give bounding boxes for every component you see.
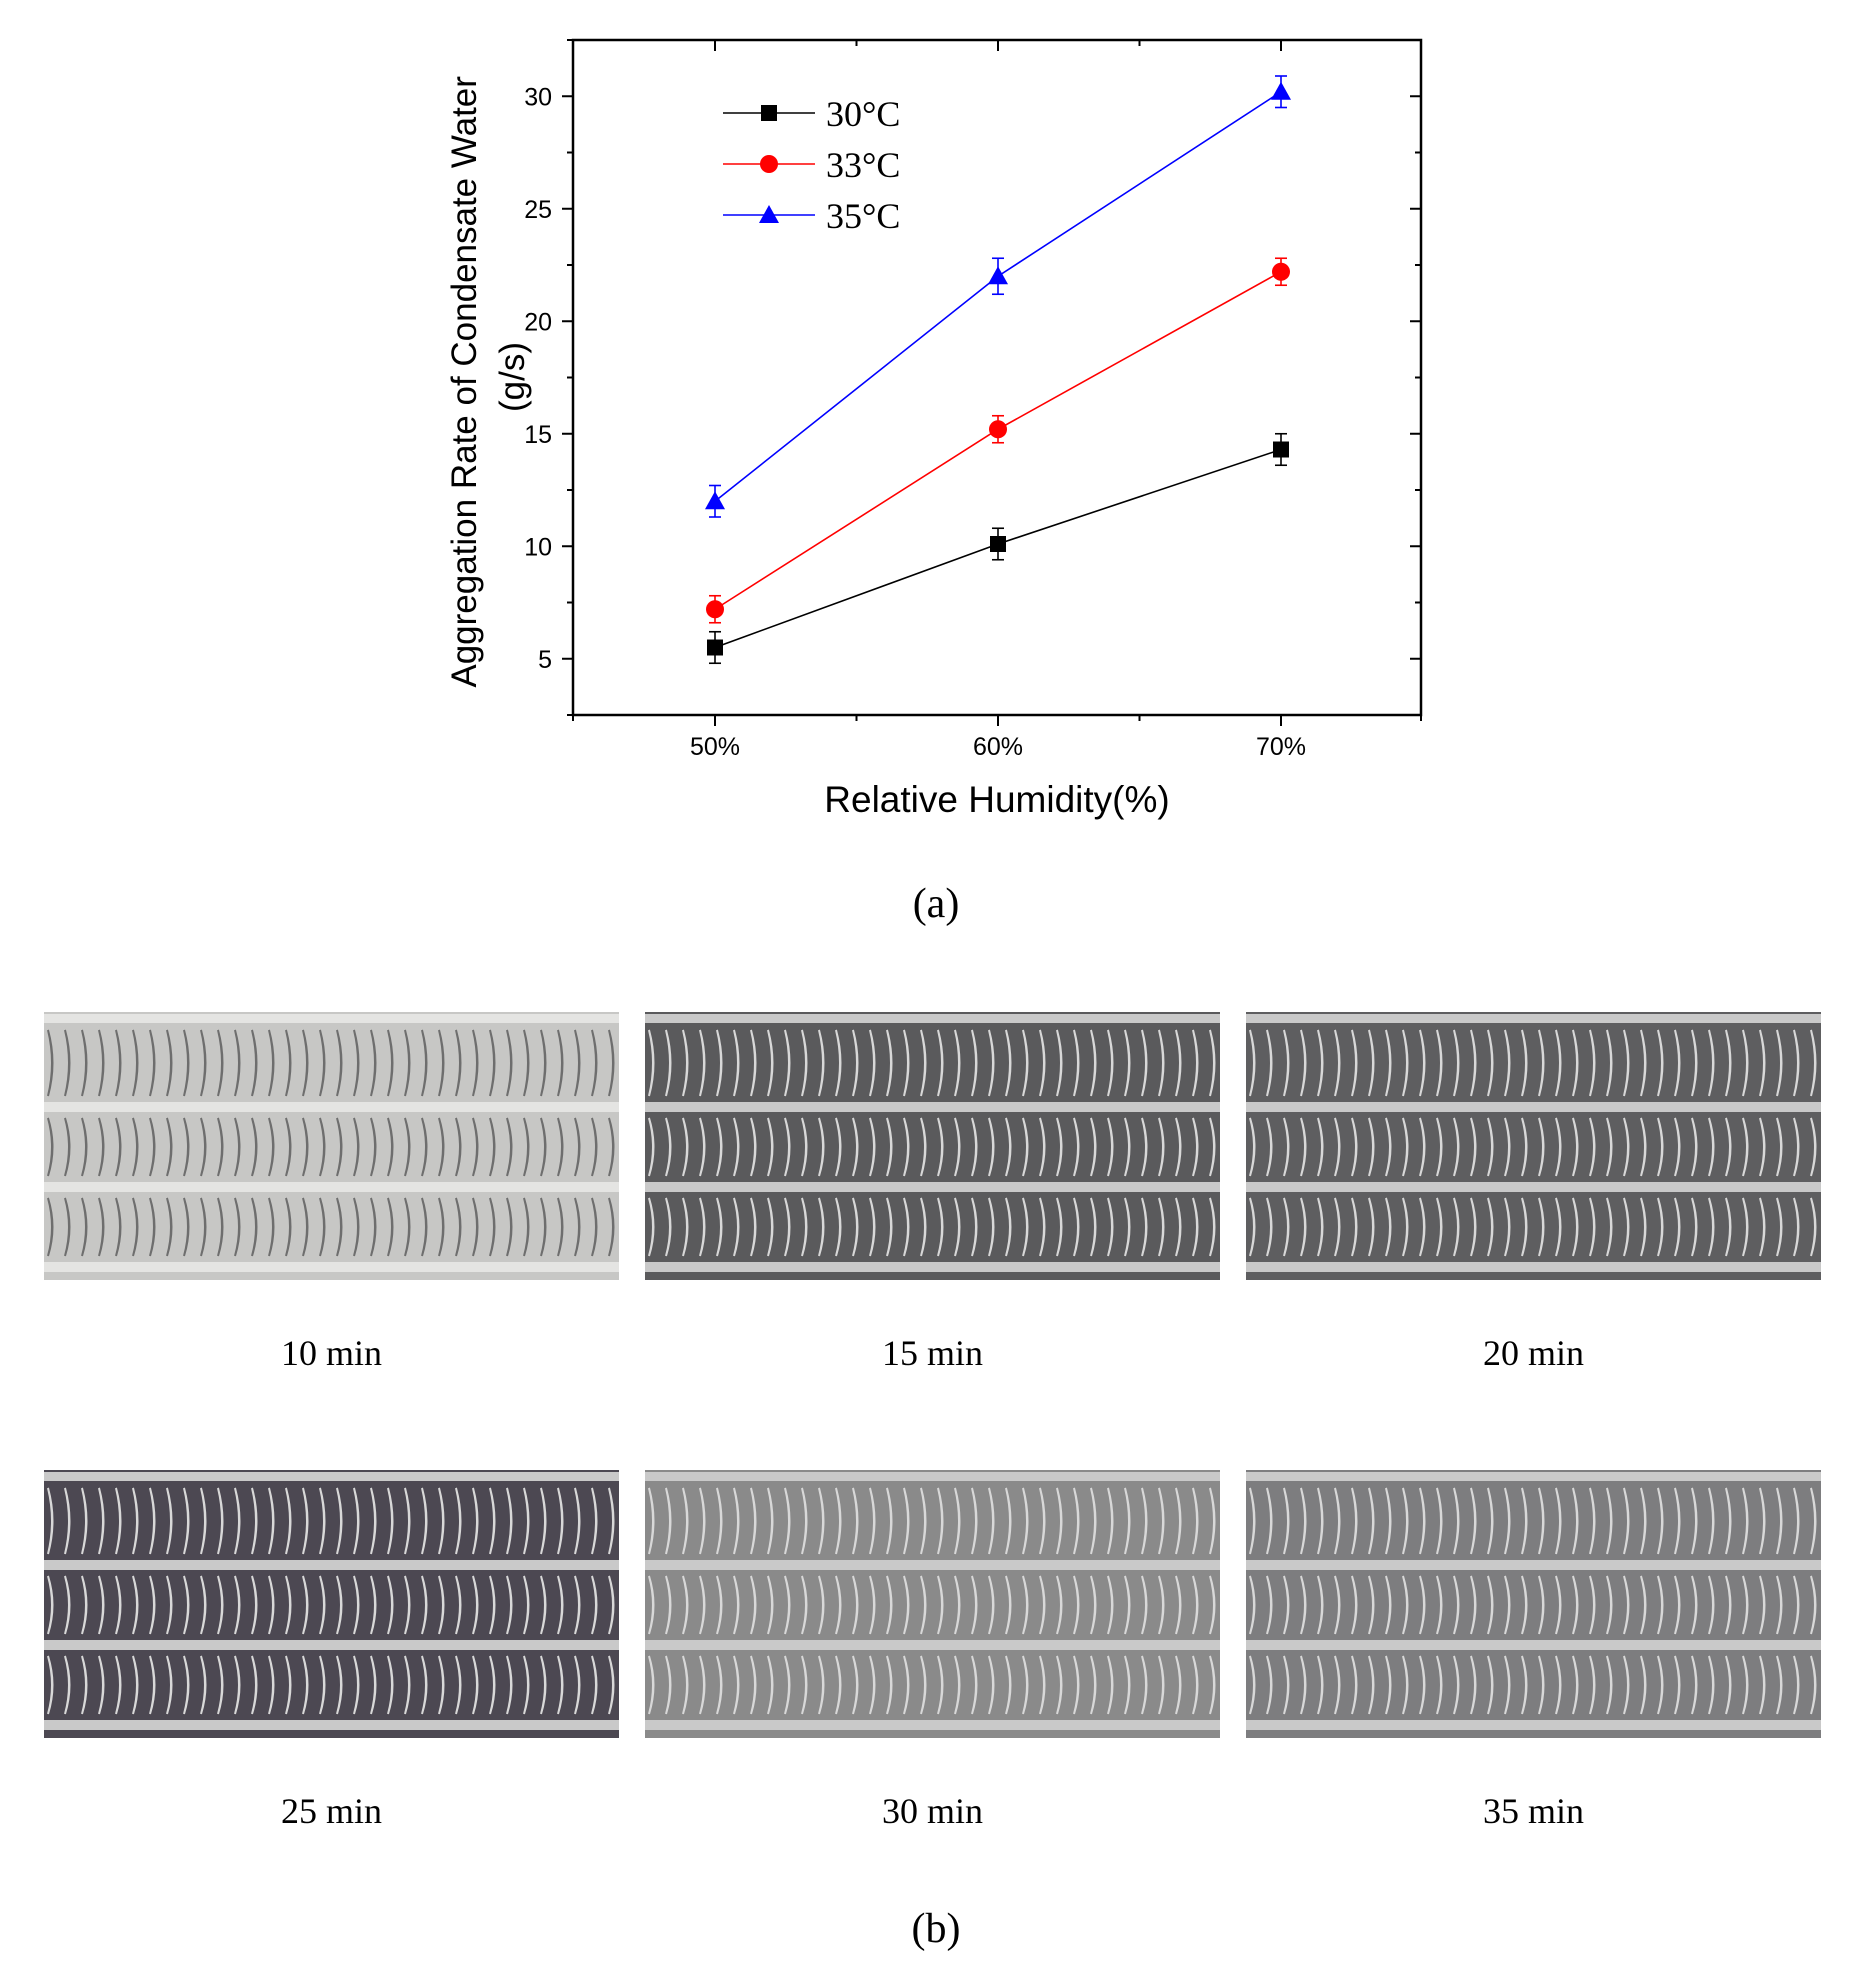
data-point	[1272, 262, 1290, 281]
data-point	[988, 266, 1008, 285]
y-tick-label: 25	[524, 196, 552, 224]
legend-marker	[760, 155, 778, 173]
condensate-rate-chart: 5 10 15 20 25 30 50% 60% 70% 30°C 33°C 35°C Relat…	[445, 38, 1423, 820]
series-0	[707, 432, 1289, 665]
fin-photo	[645, 1012, 1220, 1280]
fin-photo	[44, 1470, 619, 1738]
photo-caption: 20 min	[1482, 1333, 1584, 1373]
data-point	[706, 600, 724, 619]
data-point	[707, 639, 723, 656]
legend-marker	[761, 105, 777, 121]
y-axis-title-line-1: Aggregation Rate of Condensate Water	[445, 76, 484, 688]
legend: 30°C 33°C 35°C	[723, 94, 900, 236]
fin-photo	[44, 1012, 619, 1280]
data-point	[705, 491, 725, 510]
fin-photo	[1246, 1470, 1821, 1738]
y-tick-label: 5	[538, 646, 552, 674]
photo-caption: 25 min	[280, 1791, 382, 1831]
x-tick-label: 60%	[973, 733, 1023, 761]
series-layer	[705, 75, 1291, 665]
photo-caption: 35 min	[1482, 1791, 1584, 1831]
data-point	[1273, 441, 1289, 458]
x-tick-label: 70%	[1256, 733, 1306, 761]
data-point	[1271, 81, 1291, 100]
series-1	[706, 257, 1290, 624]
fin-photo	[1246, 1012, 1821, 1280]
x-tick-label: 50%	[690, 733, 740, 761]
photo-caption: 10 min	[280, 1333, 382, 1373]
y-tick-label: 30	[524, 83, 552, 111]
photo-caption: 30 min	[881, 1791, 983, 1831]
y-axis-title: Aggregation Rate of Condensate Water (g/…	[445, 66, 532, 687]
legend-label: 30°C	[826, 94, 900, 134]
plot-frame	[571, 38, 1423, 717]
fin-photo	[645, 1470, 1220, 1738]
panel-b-label: (b)	[911, 1906, 961, 1952]
legend-marker	[759, 205, 779, 223]
legend-label: 33°C	[826, 145, 900, 185]
y-tick-label: 20	[524, 308, 552, 336]
data-point	[990, 536, 1006, 552]
panel-a-label: (a)	[912, 881, 960, 927]
y-axis-title-line-2: (g/s)	[493, 342, 532, 412]
y-axis: 5 10 15 20 25 30	[524, 39, 1421, 716]
legend-label: 35°C	[826, 196, 900, 236]
series-2	[705, 75, 1291, 518]
data-point	[989, 420, 1007, 439]
x-axis-title: Relative Humidity(%)	[824, 779, 1169, 820]
x-axis: 50% 60% 70%	[572, 40, 1422, 761]
y-tick-label: 10	[524, 533, 552, 561]
photo-caption: 15 min	[881, 1333, 983, 1373]
y-tick-label: 15	[524, 421, 552, 449]
